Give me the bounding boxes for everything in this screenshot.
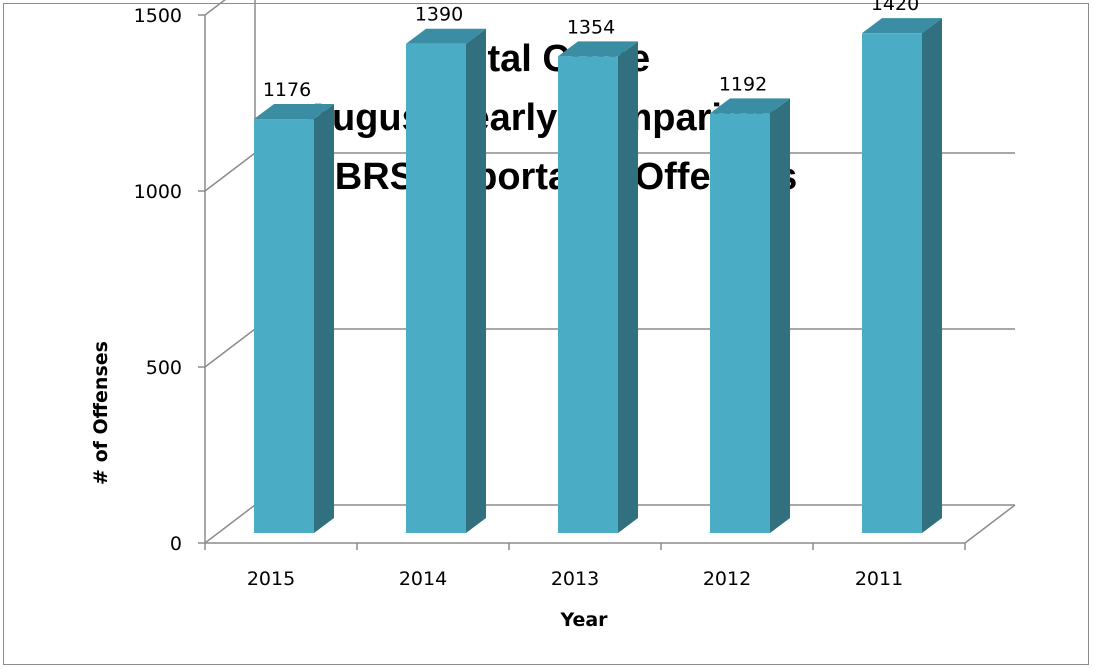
x-tick-label: 2011 [855, 568, 903, 590]
bar-top [710, 98, 790, 114]
bar-side [314, 104, 334, 533]
x-tick-label: 2012 [703, 568, 751, 590]
bar-top [254, 104, 334, 120]
bar-top [558, 41, 638, 57]
x-axis-title: Year [559, 609, 608, 631]
bar-top [862, 18, 942, 34]
bar-side [922, 18, 942, 534]
bar-2013 [558, 56, 618, 533]
data-label: 1390 [415, 4, 463, 26]
bar-2014 [406, 43, 466, 533]
y-tick-label: 1000 [134, 181, 182, 203]
bar-2011 [862, 33, 922, 533]
bar-top [406, 28, 486, 44]
bar-2015 [254, 119, 314, 533]
bars [254, 18, 942, 534]
labels: 0 500 1000 1500 1176 2015 1390 2014 1354 2013 1192… [134, 0, 920, 590]
data-label: 1176 [263, 79, 311, 101]
y-tick-label: 1500 [134, 5, 182, 27]
bar-side [770, 98, 790, 533]
x-tick-label: 2014 [399, 568, 447, 590]
bar-side [618, 41, 638, 533]
bar-2012 [710, 113, 770, 533]
y-tick-label: 500 [146, 357, 182, 379]
y-tick-label: 0 [170, 533, 182, 555]
chart-title-line-2: August Yearly Comparison [304, 97, 790, 139]
bar-side [466, 28, 486, 533]
data-label: 1420 [871, 0, 919, 15]
floor-right-edge [964, 504, 1016, 544]
data-label: 1192 [719, 73, 767, 95]
x-tick-label: 2015 [247, 568, 295, 590]
y-axis-title: # of Offenses [90, 341, 112, 485]
x-tick-label: 2013 [551, 568, 599, 590]
gridline [204, 0, 226, 16]
data-label: 1354 [567, 16, 615, 38]
